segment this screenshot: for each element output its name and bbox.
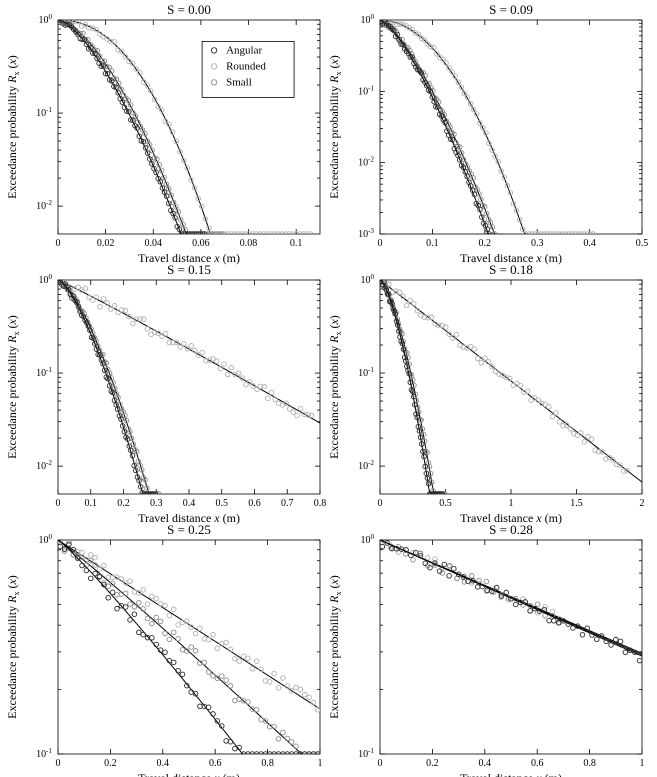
svg-text:1.5: 1.5 xyxy=(570,498,583,509)
svg-text:1: 1 xyxy=(640,758,645,769)
svg-text:0.6: 0.6 xyxy=(209,758,222,769)
svg-text:0.1: 0.1 xyxy=(85,498,98,509)
svg-text:Exceedance probability Rx (x): Exceedance probability Rx (x) xyxy=(327,575,343,719)
figure: S = 0.0000.020.040.060.080.110010-110-2T… xyxy=(0,0,657,777)
svg-text:0.4: 0.4 xyxy=(183,498,196,509)
svg-text:0.8: 0.8 xyxy=(583,758,596,769)
svg-text:0.2: 0.2 xyxy=(117,498,130,509)
svg-text:0.6: 0.6 xyxy=(248,498,261,509)
svg-text:2: 2 xyxy=(640,498,645,509)
svg-text:S = 0.00: S = 0.00 xyxy=(167,2,211,17)
svg-text:S = 0.09: S = 0.09 xyxy=(489,2,533,17)
svg-text:0.8: 0.8 xyxy=(314,498,327,509)
svg-text:S = 0.18: S = 0.18 xyxy=(489,262,533,277)
svg-text:0.3: 0.3 xyxy=(531,238,544,249)
legend-label: Rounded xyxy=(226,60,266,72)
svg-text:0.4: 0.4 xyxy=(157,758,170,769)
svg-text:0.08: 0.08 xyxy=(240,238,258,249)
svg-text:0: 0 xyxy=(378,498,383,509)
svg-text:Travel distance x (m): Travel distance x (m) xyxy=(138,771,240,777)
svg-text:0: 0 xyxy=(378,238,383,249)
svg-text:S = 0.15: S = 0.15 xyxy=(167,262,211,277)
svg-text:S = 0.28: S = 0.28 xyxy=(489,522,533,537)
svg-text:0.8: 0.8 xyxy=(261,758,274,769)
svg-text:0.1: 0.1 xyxy=(290,238,303,249)
svg-text:0.2: 0.2 xyxy=(104,758,117,769)
svg-text:S = 0.25: S = 0.25 xyxy=(167,522,211,537)
svg-text:Travel distance x (m): Travel distance x (m) xyxy=(460,771,562,777)
svg-text:0: 0 xyxy=(56,238,61,249)
svg-text:0: 0 xyxy=(56,498,61,509)
svg-text:0.4: 0.4 xyxy=(479,758,492,769)
svg-text:0.5: 0.5 xyxy=(216,498,229,509)
svg-text:0: 0 xyxy=(56,758,61,769)
svg-text:Exceedance probability Rx (x): Exceedance probability Rx (x) xyxy=(327,55,343,199)
svg-text:Exceedance probability Rx (x): Exceedance probability Rx (x) xyxy=(327,315,343,459)
svg-text:0.7: 0.7 xyxy=(281,498,294,509)
svg-text:0.04: 0.04 xyxy=(145,238,163,249)
svg-text:0.4: 0.4 xyxy=(583,238,596,249)
svg-text:1: 1 xyxy=(509,498,514,509)
legend-label: Small xyxy=(226,76,252,88)
svg-text:0.5: 0.5 xyxy=(636,238,649,249)
svg-text:0.3: 0.3 xyxy=(150,498,163,509)
svg-text:1: 1 xyxy=(318,758,323,769)
svg-text:0.1: 0.1 xyxy=(426,238,439,249)
svg-text:0.5: 0.5 xyxy=(439,498,452,509)
svg-text:Exceedance probability Rx (x): Exceedance probability Rx (x) xyxy=(5,575,21,719)
svg-text:Exceedance probability Rx (x): Exceedance probability Rx (x) xyxy=(5,55,21,199)
legend-label: Angular xyxy=(226,44,262,56)
svg-text:0: 0 xyxy=(378,758,383,769)
svg-text:0.2: 0.2 xyxy=(426,758,439,769)
svg-text:0.06: 0.06 xyxy=(192,238,210,249)
svg-text:0.2: 0.2 xyxy=(479,238,492,249)
svg-text:0.6: 0.6 xyxy=(531,758,544,769)
svg-text:Exceedance probability Rx (x): Exceedance probability Rx (x) xyxy=(5,315,21,459)
svg-text:0.02: 0.02 xyxy=(97,238,115,249)
